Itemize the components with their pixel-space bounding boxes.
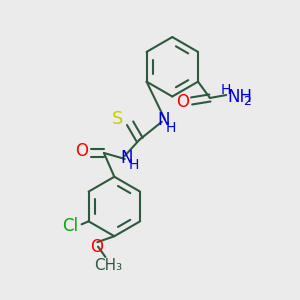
Text: NH: NH [228,88,253,106]
Text: N: N [157,111,170,129]
Text: O: O [75,142,88,160]
Text: Cl: Cl [62,217,78,235]
Text: H: H [221,83,232,97]
Text: H: H [166,121,176,135]
Text: CH₃: CH₃ [94,258,122,273]
Text: N: N [120,149,133,167]
Text: O: O [90,238,103,256]
Text: S: S [112,110,123,128]
Text: H: H [128,158,139,172]
Text: 2: 2 [243,95,251,108]
Text: O: O [176,93,189,111]
